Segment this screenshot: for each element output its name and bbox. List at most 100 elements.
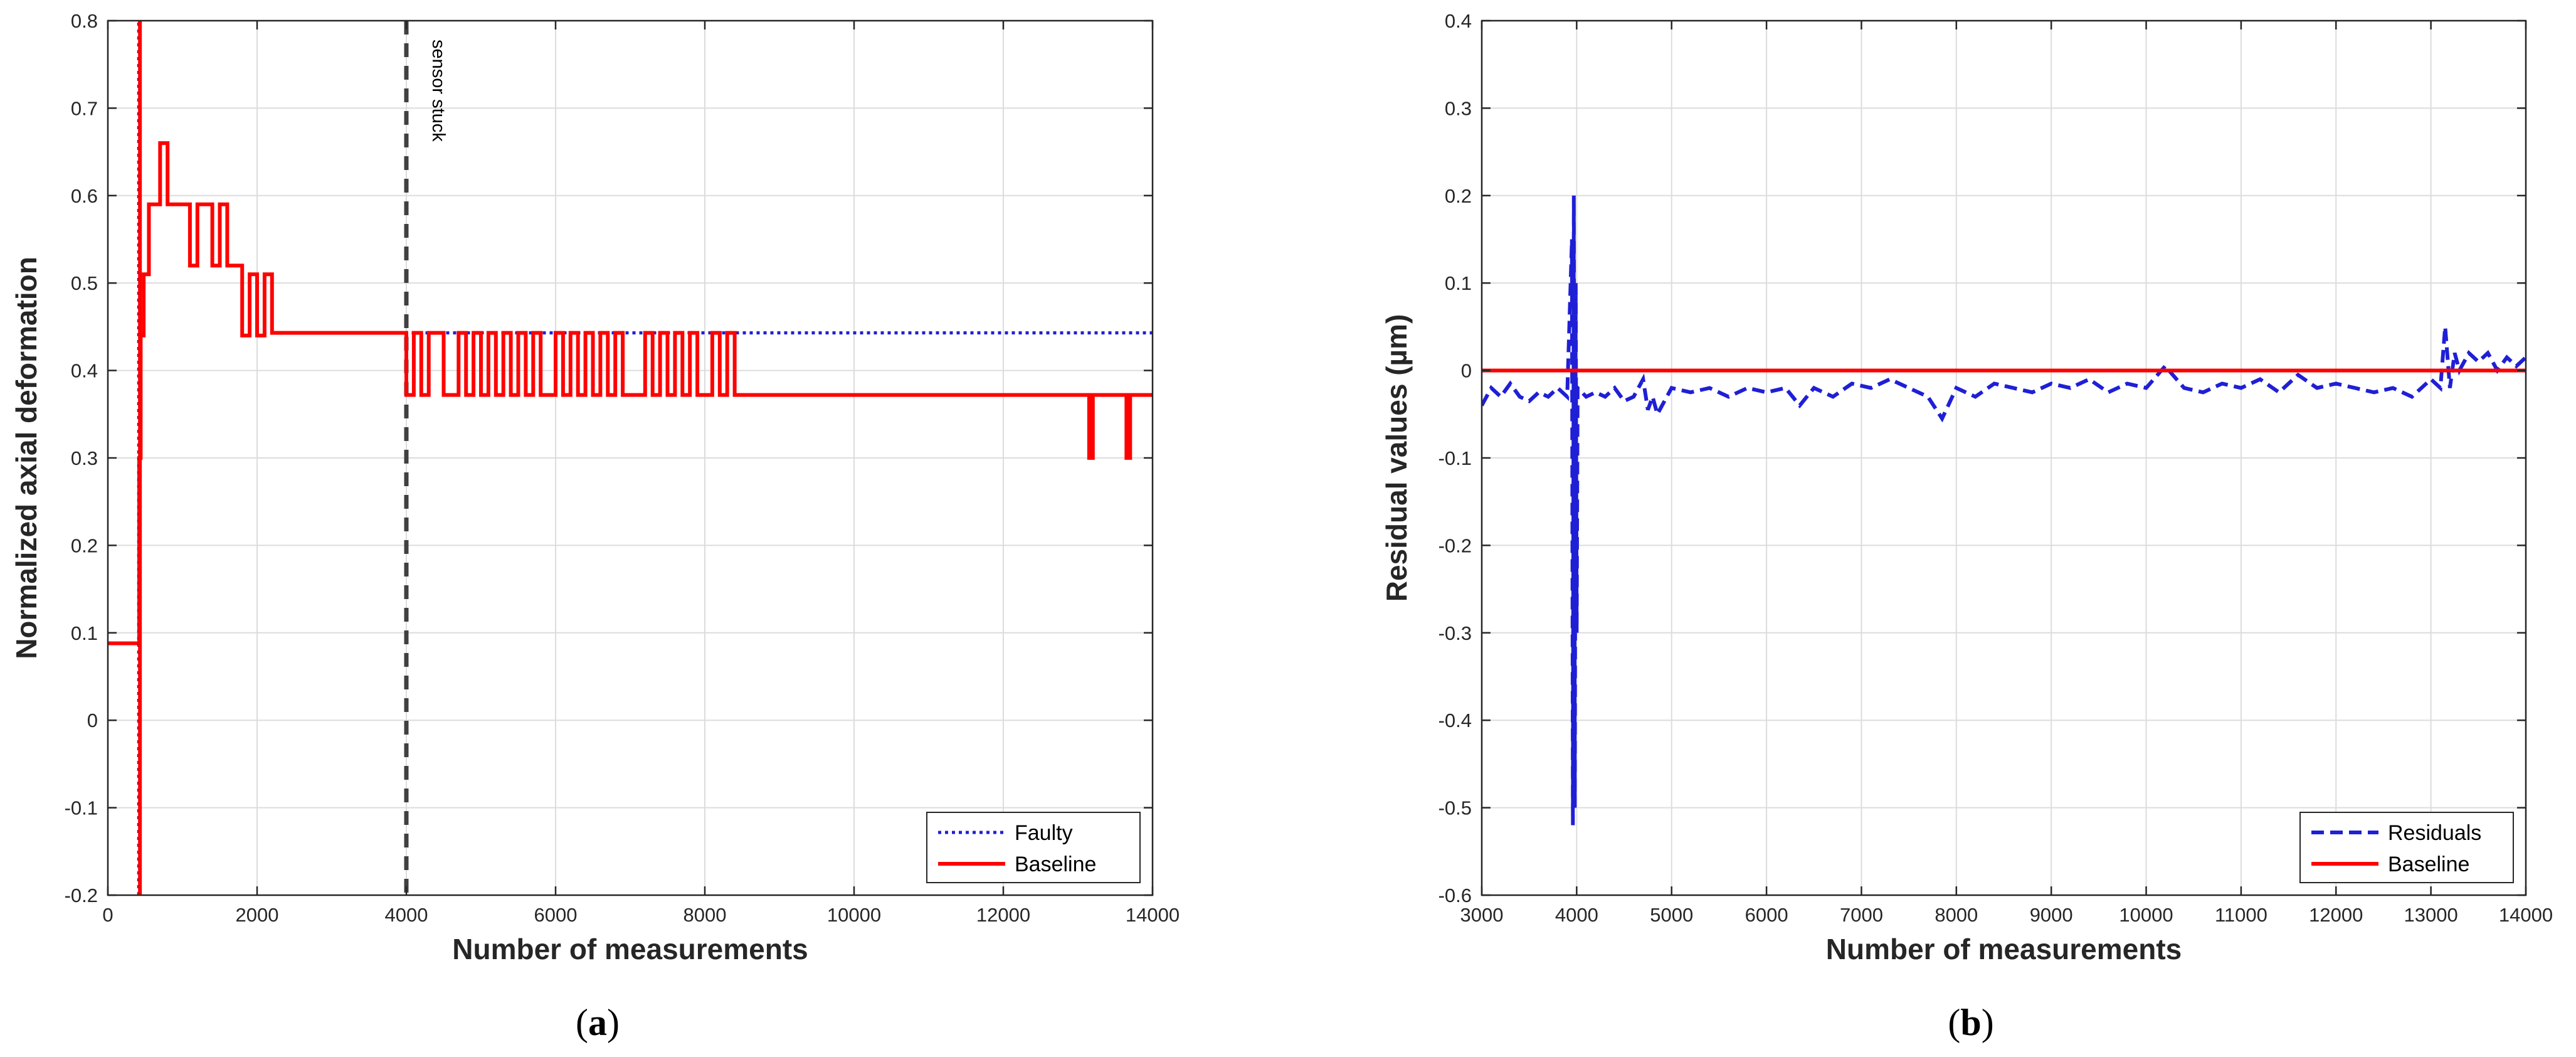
data-point-baseline: [570, 332, 571, 333]
y-tick-label: 0.1: [71, 622, 98, 644]
data-point-baseline: [227, 265, 228, 266]
data-point-residuals: [1595, 392, 1596, 393]
data-point-residuals: [2373, 392, 2374, 393]
x-tick-label: 11000: [2215, 904, 2267, 926]
y-axis-label: Residual values (µm): [1380, 314, 1413, 602]
data-point-residuals: [2108, 392, 2109, 393]
data-point-baseline: [533, 332, 534, 333]
data-point-baseline: [473, 332, 474, 333]
x-tick-label: 6000: [1745, 904, 1788, 926]
data-point-baseline: [503, 332, 504, 333]
data-point-residuals: [2478, 361, 2479, 362]
data-point-residuals: [1889, 379, 1890, 380]
data-point-residuals: [1575, 283, 1576, 284]
panel-label-close-paren: ): [607, 1002, 620, 1043]
series-line-residuals: [1482, 195, 2526, 826]
x-tick-label: 12000: [976, 904, 1030, 926]
y-tick-label: 0.2: [71, 534, 98, 556]
data-point-residuals: [2445, 326, 2446, 327]
y-tick-label: 0: [1461, 360, 1472, 382]
data-point-baseline: [160, 143, 161, 144]
data-point-residuals: [1833, 396, 1834, 397]
x-tick-label: 14000: [1126, 904, 1180, 926]
x-tick-label: 12000: [2309, 904, 2363, 926]
x-tick-label: 7000: [1840, 904, 1883, 926]
x-tick-label: 6000: [534, 904, 578, 926]
data-point-residuals: [2051, 383, 2052, 384]
data-point-baseline: [428, 332, 429, 333]
panel-label: (a): [576, 1002, 620, 1043]
x-tick-label: 10000: [2119, 904, 2173, 926]
data-point-residuals: [1576, 632, 1577, 633]
data-point-residuals: [1652, 396, 1653, 397]
x-tick-label: 2000: [236, 904, 279, 926]
data-point-baseline: [257, 335, 258, 336]
legend-label-baseline: Baseline: [2388, 853, 2469, 876]
panel-a-chart: sensor stuck 0 2000 4000 6000 8000 10000 12000 1…: [10, 10, 1180, 1043]
y-tick-label: 0.3: [1445, 97, 1472, 119]
x-tick-label: 3000: [1460, 904, 1504, 926]
y-axis-label: Normalized axial deformation: [10, 257, 43, 659]
data-point-residuals: [1510, 383, 1511, 384]
y-tick-label: 0.2: [1445, 185, 1472, 207]
legend-box: [2299, 812, 2514, 883]
x-tick-label: 9000: [2030, 904, 2073, 926]
y-tick-label: 0.5: [71, 272, 98, 294]
panel-label-open-paren: (: [576, 1002, 588, 1043]
legend: Faulty Baseline: [926, 812, 1141, 883]
data-point-baseline: [413, 332, 414, 333]
data-point-residuals: [2506, 357, 2507, 358]
data-point-baseline: [600, 332, 601, 333]
y-tick-label: -0.1: [65, 797, 98, 819]
x-tick-label: 0: [102, 904, 113, 926]
y-tick-label: 0.7: [71, 97, 98, 119]
series-line-baseline: [108, 141, 1153, 645]
panel-b-chart: 3000 4000 5000 6000 7000 8000 9000 10000 11000 12…: [1380, 10, 2553, 1043]
series-baseline: [1482, 368, 2526, 373]
data-point-residuals: [1942, 418, 1943, 419]
series-residuals: [1482, 195, 2526, 826]
onset-spike: [137, 21, 142, 895]
legend-label-faulty: Faulty: [1015, 821, 1073, 845]
data-point-residuals: [1571, 239, 1572, 240]
legend-label-baseline: Baseline: [1015, 853, 1096, 876]
x-tick-label: 8000: [1935, 904, 1978, 926]
y-tick-label: -0.3: [1438, 622, 1472, 644]
y-tick-label: 0.6: [71, 185, 98, 207]
panel-label: (b): [1948, 1002, 1993, 1043]
data-point-baseline: [137, 643, 138, 644]
data-point-residuals: [1573, 195, 1574, 196]
data-point-residuals: [1657, 414, 1658, 415]
y-tick-label: -0.5: [1438, 797, 1472, 819]
x-tick-label: 8000: [684, 904, 727, 926]
y-tick-label: -0.6: [1438, 884, 1472, 906]
legend-label-residuals: Residuals: [2388, 821, 2481, 845]
y-tick-label: -0.2: [1438, 534, 1472, 556]
y-tick-label: 0.4: [71, 360, 98, 382]
panel-label-letter: a: [588, 1002, 607, 1043]
y-tick-label: 0.3: [71, 447, 98, 469]
x-tick-label: 14000: [2499, 904, 2553, 926]
panel-label-letter: b: [1960, 1002, 1981, 1043]
y-tick-label: -0.2: [65, 884, 98, 906]
data-point-baseline: [264, 274, 265, 275]
panel-label-open-paren: (: [1948, 1002, 1960, 1043]
data-point-baseline: [1126, 458, 1127, 459]
x-axis-label: Number of measurements: [1826, 933, 2182, 965]
y-tick-label: -0.4: [1438, 709, 1472, 731]
data-point-residuals: [2127, 383, 2128, 384]
x-tick-label: 10000: [827, 904, 881, 926]
data-point-baseline: [458, 332, 459, 333]
data-point-residuals: [2203, 392, 2204, 393]
data-point-residuals: [1567, 396, 1568, 397]
x-axis-label: Number of measurements: [452, 933, 808, 965]
data-point-baseline: [189, 265, 190, 266]
y-tick-label: -0.1: [1438, 447, 1472, 469]
data-point-residuals: [1519, 396, 1520, 397]
data-point-baseline: [518, 332, 519, 333]
panel-label-close-paren: ): [1982, 1002, 1994, 1043]
data-point-residuals: [1728, 396, 1729, 397]
data-point-residuals: [1994, 383, 1995, 384]
data-point-residuals: [1975, 396, 1976, 397]
